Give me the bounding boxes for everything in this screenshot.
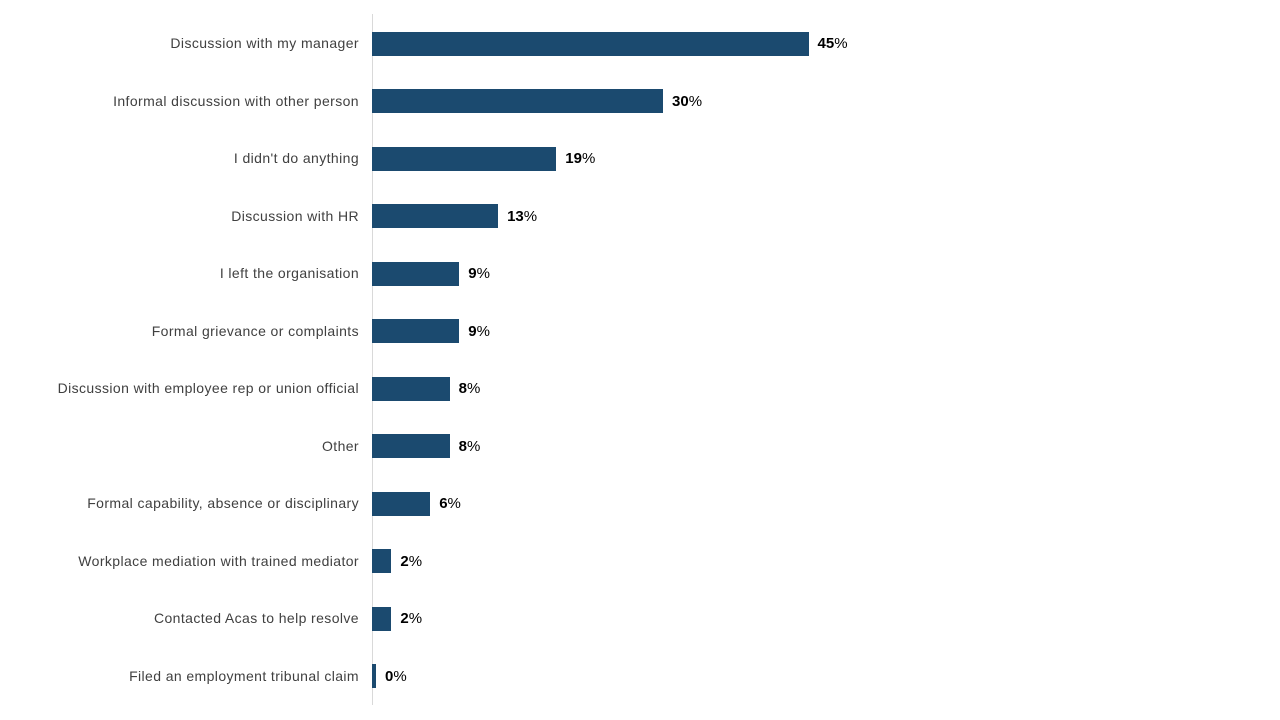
bar (372, 31, 809, 56)
bar-row: Discussion with HR 13% (0, 188, 1280, 246)
bar-row: Filed an employment tribunal claim 0% (0, 648, 1280, 706)
bar-rows: Discussion with my manager 45% Informal di… (0, 15, 1280, 705)
bar-area: 19% (372, 130, 1280, 188)
bar-area: 0% (372, 648, 1280, 706)
value-number: 2 (400, 610, 409, 628)
bar (372, 89, 663, 114)
bar (372, 319, 460, 344)
category-label: Discussion with my manager (170, 35, 359, 52)
percent-sign: % (476, 265, 490, 283)
value-number: 6 (439, 495, 448, 513)
category-label: I left the organisation (219, 265, 359, 282)
category-label: Contacted Acas to help resolve (153, 610, 359, 627)
bar (372, 549, 392, 574)
bar-row: I left the organisation 9% (0, 245, 1280, 303)
bar (372, 204, 499, 229)
category-label: Filed an employment tribunal claim (129, 667, 359, 684)
bar-row: Other 8% (0, 418, 1280, 476)
bar-area: 9% (372, 303, 1280, 361)
bar-row: Informal discussion with other person 30% (0, 73, 1280, 131)
percent-sign: % (447, 495, 461, 513)
value-label: 0% (385, 668, 407, 685)
bar-row: Contacted Acas to help resolve 2% (0, 590, 1280, 648)
bar (372, 664, 376, 689)
category-label: Discussion with employee rep or union of… (57, 380, 359, 397)
percent-sign: % (408, 610, 423, 628)
bar (372, 261, 460, 286)
value-label: 13% (507, 208, 537, 225)
value-label: 8% (459, 438, 481, 455)
bar-area: 2% (372, 590, 1280, 648)
value-number: 2 (400, 552, 409, 570)
bar-area: 9% (372, 245, 1280, 303)
category-label: Formal capability, absence or disciplina… (87, 495, 359, 512)
value-number: 30 (672, 92, 689, 110)
percent-sign: % (476, 322, 490, 340)
value-label: 19% (565, 150, 595, 167)
value-number: 9 (468, 265, 477, 283)
percent-sign: % (581, 150, 596, 168)
category-label: Workplace mediation with trained mediato… (78, 552, 359, 569)
bar (372, 146, 557, 171)
category-label: Informal discussion with other person (113, 92, 359, 109)
bar-row: Discussion with employee rep or union of… (0, 360, 1280, 418)
value-number: 8 (458, 437, 467, 455)
bar-area: 8% (372, 418, 1280, 476)
bar (372, 376, 450, 401)
bar-row: Formal capability, absence or disciplina… (0, 475, 1280, 533)
bar-row: Formal grievance or complaints 9% (0, 303, 1280, 361)
bar-area: 30% (372, 73, 1280, 131)
percent-sign: % (834, 35, 848, 53)
bar-row: Discussion with my manager 45% (0, 15, 1280, 73)
value-number: 0 (385, 667, 394, 685)
value-label: 8% (459, 380, 481, 397)
value-label: 6% (439, 495, 461, 512)
value-number: 45 (817, 35, 835, 53)
percent-sign: % (466, 437, 481, 455)
bar-area: 2% (372, 533, 1280, 591)
value-label: 30% (672, 93, 702, 110)
bar-area: 45% (372, 15, 1280, 73)
bar-row: Workplace mediation with trained mediato… (0, 533, 1280, 591)
category-label: I didn't do anything (233, 150, 359, 167)
value-label: 9% (468, 265, 490, 282)
bar-area: 13% (372, 188, 1280, 246)
bar-area: 6% (372, 475, 1280, 533)
value-label: 9% (468, 323, 490, 340)
category-label: Other (321, 437, 359, 454)
bar (372, 606, 392, 631)
bar (372, 434, 450, 459)
value-number: 8 (458, 380, 467, 398)
category-label: Discussion with HR (231, 207, 359, 224)
percent-sign: % (466, 380, 481, 398)
value-number: 19 (565, 150, 582, 168)
percent-sign: % (523, 207, 538, 225)
value-number: 9 (468, 322, 477, 340)
value-number: 13 (507, 207, 524, 225)
category-label: Formal grievance or complaints (151, 322, 359, 339)
bar (372, 491, 431, 516)
bar-row: I didn't do anything 19% (0, 130, 1280, 188)
percent-sign: % (688, 92, 703, 110)
percent-sign: % (408, 552, 423, 570)
bar-area: 8% (372, 360, 1280, 418)
percent-sign: % (393, 667, 407, 685)
value-label: 2% (400, 610, 422, 627)
y-axis-line (372, 14, 373, 705)
value-label: 45% (818, 35, 848, 52)
value-label: 2% (400, 553, 422, 570)
